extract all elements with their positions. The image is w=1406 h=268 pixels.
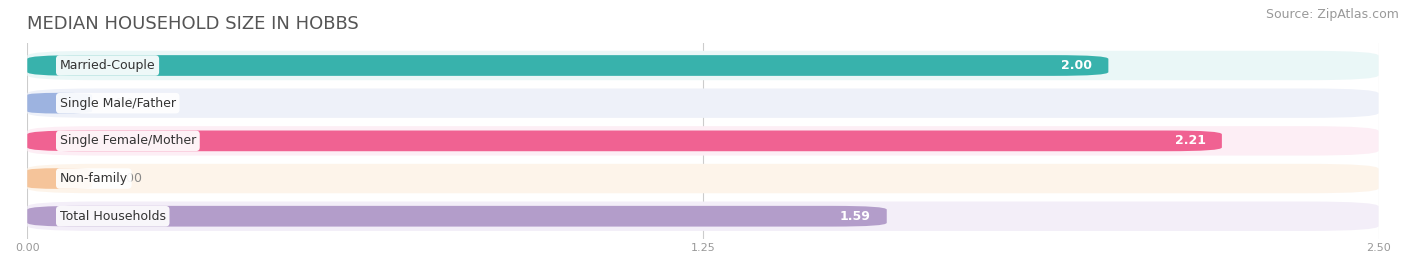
Text: Single Female/Mother: Single Female/Mother: [59, 134, 195, 147]
Text: MEDIAN HOUSEHOLD SIZE IN HOBBS: MEDIAN HOUSEHOLD SIZE IN HOBBS: [27, 15, 359, 33]
FancyBboxPatch shape: [27, 202, 1379, 231]
FancyBboxPatch shape: [27, 55, 1108, 76]
Text: Source: ZipAtlas.com: Source: ZipAtlas.com: [1265, 8, 1399, 21]
Text: Non-family: Non-family: [59, 172, 128, 185]
Text: 2.00: 2.00: [1062, 59, 1092, 72]
FancyBboxPatch shape: [27, 51, 1379, 80]
Text: 1.59: 1.59: [839, 210, 870, 223]
FancyBboxPatch shape: [27, 168, 93, 189]
Text: Married-Couple: Married-Couple: [59, 59, 156, 72]
FancyBboxPatch shape: [27, 206, 887, 226]
Text: Single Male/Father: Single Male/Father: [59, 97, 176, 110]
FancyBboxPatch shape: [27, 126, 1379, 155]
FancyBboxPatch shape: [27, 93, 93, 114]
Text: Total Households: Total Households: [59, 210, 166, 223]
FancyBboxPatch shape: [27, 164, 1379, 193]
Text: 0.00: 0.00: [114, 97, 142, 110]
Text: 0.00: 0.00: [114, 172, 142, 185]
Text: 2.21: 2.21: [1174, 134, 1206, 147]
FancyBboxPatch shape: [27, 131, 1222, 151]
FancyBboxPatch shape: [27, 88, 1379, 118]
